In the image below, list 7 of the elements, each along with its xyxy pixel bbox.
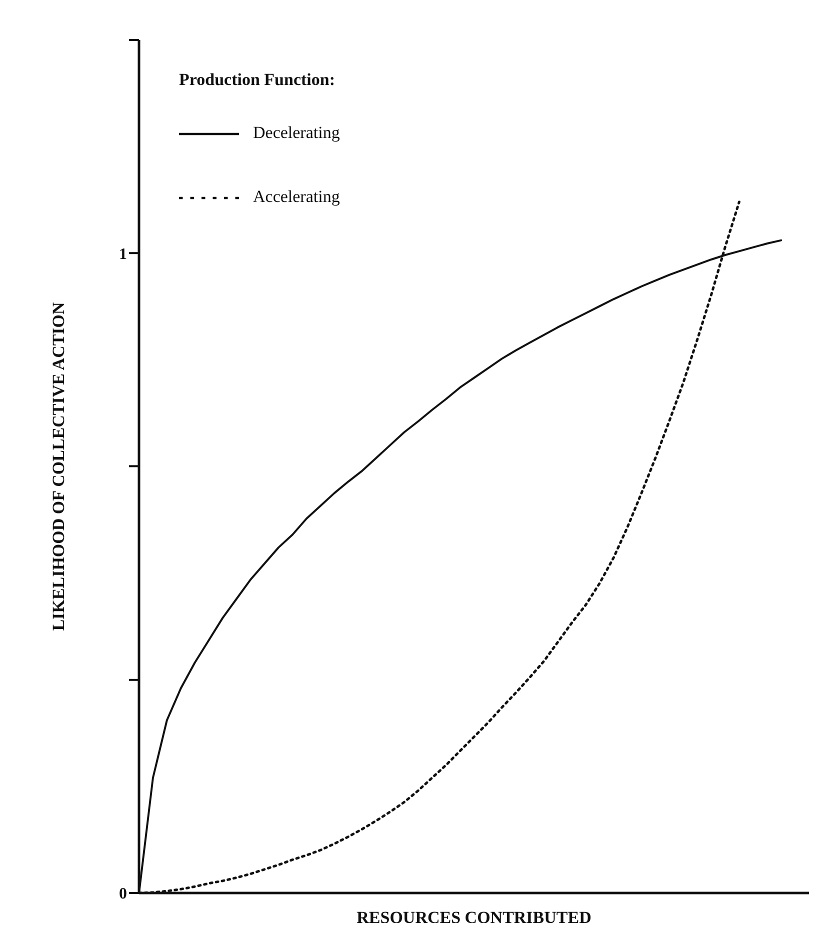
legend-label: Decelerating xyxy=(253,122,340,142)
x-axis-title: RESOURCES CONTRIBUTED xyxy=(356,908,592,927)
y-tick-label: 1 xyxy=(119,246,127,263)
legend-label: Accelerating xyxy=(253,186,340,206)
y-axis-title: LIKELIHOOD OF COLLECTIVE ACTION xyxy=(49,301,68,631)
y-tick-label: 0 xyxy=(119,886,127,903)
legend-title: Production Function: xyxy=(179,70,336,90)
